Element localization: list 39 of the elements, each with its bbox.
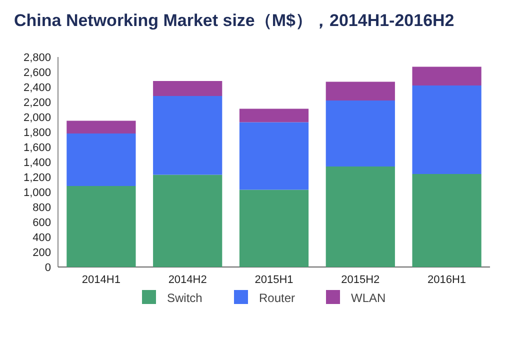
bar	[412, 66, 482, 86]
legend-label: Router	[259, 291, 296, 305]
y-tick-label: 400	[32, 232, 51, 244]
bar	[239, 122, 309, 190]
legend-label: Switch	[167, 291, 202, 305]
bar	[66, 186, 136, 267]
bar	[153, 96, 222, 175]
bar	[153, 174, 222, 267]
y-tick-label: 2,000	[23, 112, 51, 124]
y-tick-label: 1,800	[23, 127, 51, 139]
bar	[326, 100, 395, 166]
x-tick-label: 2014H2	[168, 274, 207, 286]
bar	[326, 166, 395, 267]
legend-label: WLAN	[351, 291, 386, 305]
bar	[66, 120, 136, 134]
y-tick-label: 1,200	[23, 172, 51, 184]
bar	[326, 82, 395, 100]
y-tick-label: 1,000	[23, 187, 51, 199]
bar	[153, 81, 222, 96]
y-tick-label: 600	[32, 217, 51, 229]
y-tick-label: 2,400	[23, 82, 51, 94]
y-tick-label: 2,600	[23, 67, 51, 79]
y-tick-label: 800	[32, 202, 51, 214]
x-tick-label: 2015H1	[254, 274, 294, 286]
y-tick-label: 1,600	[23, 142, 51, 154]
bar	[412, 174, 482, 267]
x-tick-label: 2016H1	[428, 274, 466, 286]
y-tick-label: 2,200	[23, 97, 51, 109]
y-tick-label: 1,400	[23, 157, 51, 169]
y-tick-label: 0	[44, 262, 51, 274]
bar	[239, 108, 309, 122]
x-tick-label: 2014H1	[82, 274, 120, 286]
y-tick-label: 200	[32, 247, 51, 259]
chart-title: China Networking Market size（M$），2014H1-2016H2	[14, 11, 454, 30]
y-tick-label: 2,800	[23, 52, 51, 64]
bar	[66, 134, 136, 186]
x-tick-label: 2015H2	[341, 274, 380, 286]
bar	[239, 190, 309, 267]
bar	[412, 86, 482, 174]
